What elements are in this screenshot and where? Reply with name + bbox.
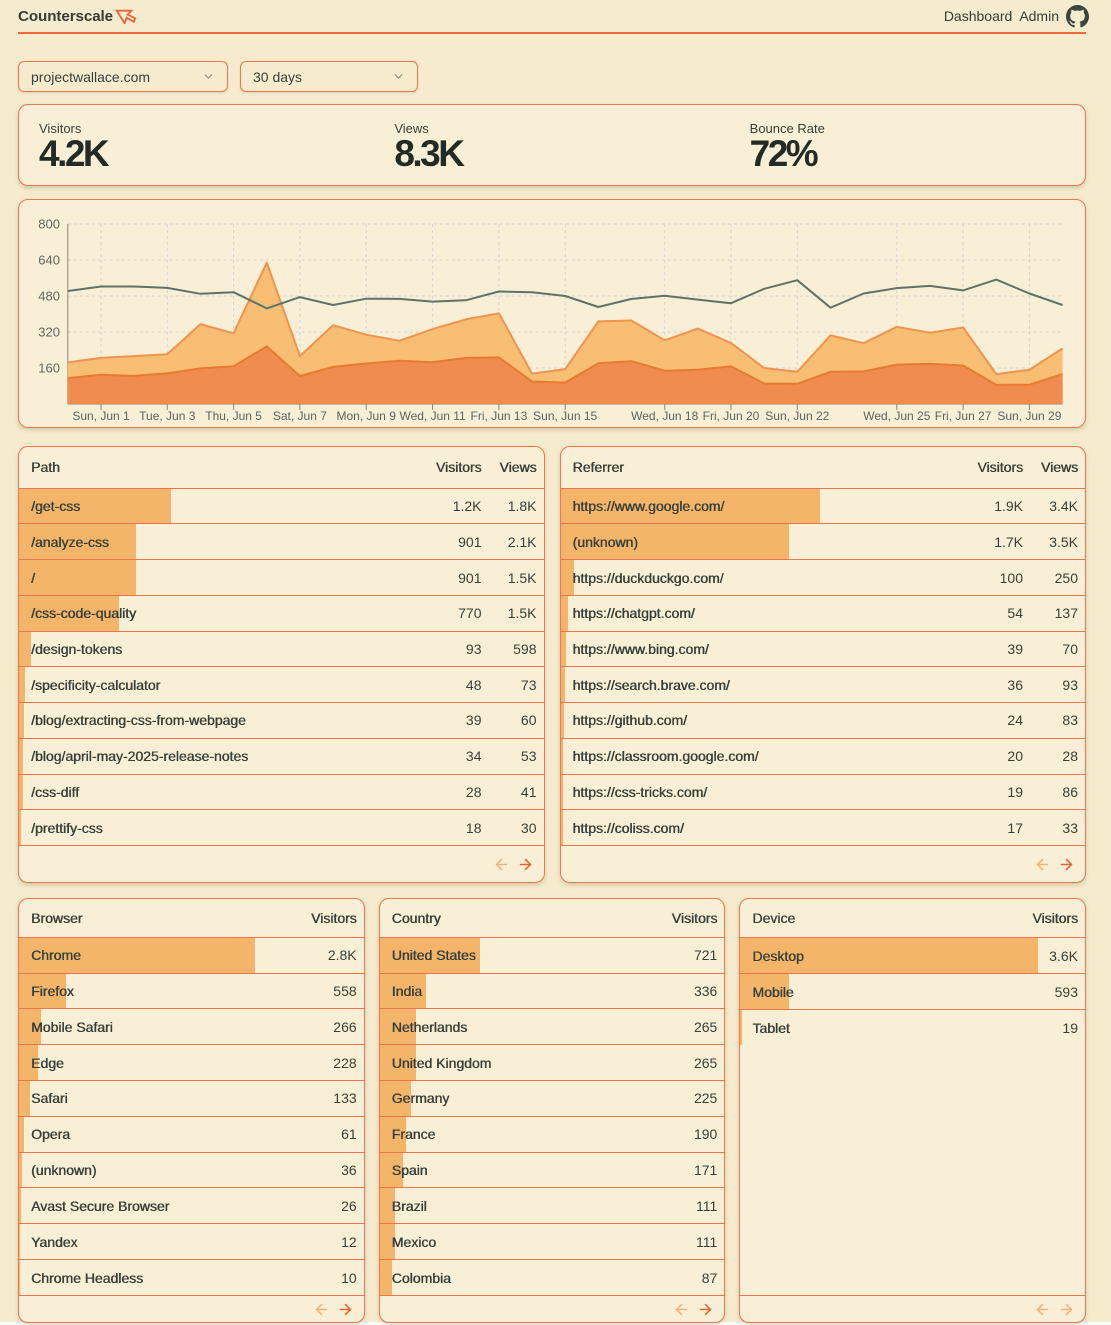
svg-text:160: 160 (38, 361, 60, 376)
svg-text:Fri, Jun 27: Fri, Jun 27 (935, 409, 992, 423)
svg-text:Sat, Jun 7: Sat, Jun 7 (273, 409, 327, 423)
svg-text:Thu, Jun 5: Thu, Jun 5 (205, 409, 262, 423)
svg-text:800: 800 (38, 217, 60, 232)
svg-text:640: 640 (38, 253, 60, 268)
svg-text:Fri, Jun 20: Fri, Jun 20 (703, 409, 760, 423)
svg-text:Sun, Jun 22: Sun, Jun 22 (765, 409, 829, 423)
svg-text:320: 320 (38, 325, 60, 340)
svg-text:Wed, Jun 25: Wed, Jun 25 (863, 409, 930, 423)
svg-text:Sun, Jun 15: Sun, Jun 15 (533, 409, 597, 423)
svg-text:Fri, Jun 13: Fri, Jun 13 (471, 409, 528, 423)
svg-text:Sun, Jun 1: Sun, Jun 1 (72, 409, 130, 423)
svg-text:Tue, Jun 3: Tue, Jun 3 (139, 409, 196, 423)
svg-text:Sun, Jun 29: Sun, Jun 29 (997, 409, 1061, 423)
svg-text:Wed, Jun 11: Wed, Jun 11 (399, 409, 466, 423)
svg-text:Mon, Jun 9: Mon, Jun 9 (337, 409, 397, 423)
svg-text:480: 480 (38, 289, 60, 304)
svg-text:Wed, Jun 18: Wed, Jun 18 (631, 409, 698, 423)
